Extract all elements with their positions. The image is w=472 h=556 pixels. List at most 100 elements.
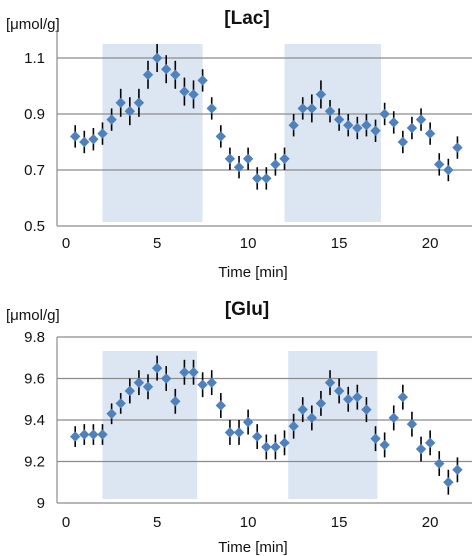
glu-data-point <box>161 373 172 384</box>
lac-data-point <box>315 89 327 100</box>
glu-x-tick-label: 10 <box>240 514 257 531</box>
glu-data-point <box>452 464 463 475</box>
lac-data-point <box>261 173 272 184</box>
lac-data-point <box>133 97 145 108</box>
lac-chart: [μmol/g] [Lac] Time [min] 0.5 0.7 0.9 1.1 0 5… <box>6 8 472 281</box>
lac-y-tick-label: 1.1 <box>24 50 45 67</box>
glu-data-point <box>115 398 126 409</box>
lac-y-tick-label: 0.9 <box>24 106 45 123</box>
glu-data-point <box>352 391 363 403</box>
glu-y-tick-label: 9.8 <box>24 329 45 346</box>
lac-data-point <box>361 120 372 131</box>
lac-data-point <box>406 122 418 134</box>
glu-data-point <box>415 443 427 455</box>
lac-x-tick-label: 0 <box>62 235 70 252</box>
glu-y-tick-label: 9 <box>37 495 45 512</box>
glu-data-point <box>434 458 445 469</box>
glu-shaded-interval <box>102 351 198 499</box>
lac-data-point <box>434 159 445 170</box>
lac-x-tick-label: 15 <box>331 235 348 252</box>
lac-data-point <box>88 134 99 145</box>
lac-data-point <box>97 128 108 139</box>
glu-data-point <box>88 429 99 440</box>
lac-data-point <box>224 153 236 164</box>
lac-data-point <box>424 128 436 139</box>
glu-data-point <box>170 396 181 407</box>
glu-data-point <box>270 441 281 453</box>
glu-y-tick-label: 9.4 <box>24 412 45 429</box>
lac-y-tick-label: 0.7 <box>24 162 45 179</box>
glu-data-point <box>197 379 208 390</box>
lac-shaded-interval <box>102 44 203 222</box>
lac-y-tick-label: 0.5 <box>24 218 45 235</box>
glu-data-point <box>324 377 336 388</box>
glu-data-point <box>361 404 372 415</box>
glu-data-point <box>288 421 299 432</box>
glu-chart: [μmol/g] [Glu] Time [min] 9 9.2 9.4 9.6 9.8 0… <box>6 299 472 556</box>
glu-data-point <box>142 381 154 392</box>
lac-data-point <box>352 122 363 134</box>
lac-data-point <box>324 106 336 117</box>
lac-data-point <box>288 120 299 131</box>
glu-data-point <box>379 439 390 451</box>
glu-data-point <box>343 394 354 405</box>
glu-x-tick-label: 5 <box>153 514 161 531</box>
glu-data-point <box>406 418 418 430</box>
lac-data-point <box>106 114 117 125</box>
lac-data-point <box>215 131 227 142</box>
lac-chart-title: [Lac] <box>224 8 269 29</box>
glu-data-point <box>388 412 399 424</box>
lac-data-point <box>70 131 81 142</box>
glu-data-point <box>443 477 454 488</box>
glu-x-tick-label: 15 <box>331 514 348 531</box>
glu-data-point <box>397 391 409 403</box>
glu-y-tick-label: 9.6 <box>24 371 45 388</box>
glu-data-point <box>124 385 136 397</box>
glu-data-point <box>306 412 318 424</box>
glu-data-point <box>370 433 381 444</box>
lac-data-point <box>161 64 172 75</box>
glu-data-point <box>297 404 308 415</box>
lac-data-point <box>297 103 308 114</box>
glu-data-point <box>261 441 272 453</box>
lac-data-point <box>170 69 181 80</box>
lac-data-point <box>115 97 126 108</box>
lac-data-point <box>233 162 245 173</box>
glu-data-point <box>79 429 90 440</box>
lac-plot-area: 0.5 0.7 0.9 1.1 0 5 10 15 20 <box>24 30 472 252</box>
glu-data-point <box>242 416 254 428</box>
glu-data-point <box>315 398 327 409</box>
lac-data-point <box>124 106 136 117</box>
glu-data-point <box>151 362 163 374</box>
glu-data-point <box>333 385 345 397</box>
glu-data-point <box>424 437 436 449</box>
glu-data-point <box>133 377 145 388</box>
lac-data-point <box>270 159 281 170</box>
glu-x-tick-label: 0 <box>62 514 70 531</box>
lac-data-point <box>142 69 154 80</box>
lac-data-point <box>252 173 263 184</box>
lac-data-point <box>343 120 354 131</box>
glu-chart-title: [Glu] <box>225 299 269 320</box>
glu-data-point <box>233 427 245 438</box>
lac-data-point <box>306 103 318 114</box>
lac-data-point <box>397 136 409 148</box>
glu-x-tick-label: 20 <box>422 514 439 531</box>
glu-data-point <box>279 437 290 449</box>
lac-data-point <box>370 125 381 136</box>
lac-x-tick-label: 5 <box>153 235 161 252</box>
lac-data-point <box>151 52 163 64</box>
glu-y-tick-label: 9.2 <box>24 454 45 471</box>
lac-x-tick-label: 20 <box>422 235 439 252</box>
lac-data-point <box>188 89 199 100</box>
glu-x-axis-label: Time [min] <box>218 539 287 556</box>
lac-shaded-interval <box>284 44 381 222</box>
glu-data-point <box>206 377 217 388</box>
lac-data-point <box>179 86 190 97</box>
lac-data-point <box>242 153 254 164</box>
glu-data-point <box>188 367 199 378</box>
glu-data-point <box>179 367 190 378</box>
lac-x-axis-label: Time [min] <box>218 264 287 281</box>
lac-data-point <box>197 75 208 86</box>
